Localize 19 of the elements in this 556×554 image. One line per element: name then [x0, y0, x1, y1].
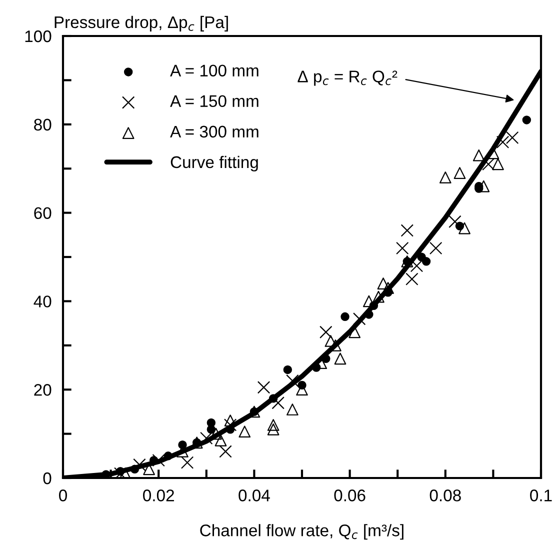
y-tick-label: 100 — [25, 30, 52, 42]
y-tick-label: 40 — [34, 296, 52, 308]
x-tick-label: 0.1 — [530, 490, 552, 502]
y-tick-label: 60 — [34, 207, 52, 220]
y-tick-label: 0 — [43, 472, 52, 484]
x-tick-label: 0 — [59, 490, 67, 502]
legend-label: A = 150 mm — [170, 95, 258, 108]
legend-label: Curve fitting — [170, 156, 258, 172]
x-tick-label: 0.08 — [430, 490, 461, 502]
annotation: Δ p$_{c}$ = R$_{c}$ Q$_{c}$² — [298, 70, 398, 86]
y-tick-label: 80 — [34, 118, 52, 131]
x-axis-title: Channel flow rate, Q$_{c}$ [m³/s] — [200, 524, 404, 540]
legend-label: A = 300 mm — [170, 126, 258, 138]
x-tick-label: 0.02 — [143, 490, 174, 502]
y-tick-label: 20 — [34, 384, 52, 396]
y-axis-title: Pressure drop, Δp$_{c}$ [Pa] — [54, 16, 228, 32]
x-tick-label: 0.04 — [238, 490, 270, 502]
legend-label: A = 100 mm — [170, 64, 258, 76]
x-tick-label: 0.06 — [334, 490, 366, 502]
